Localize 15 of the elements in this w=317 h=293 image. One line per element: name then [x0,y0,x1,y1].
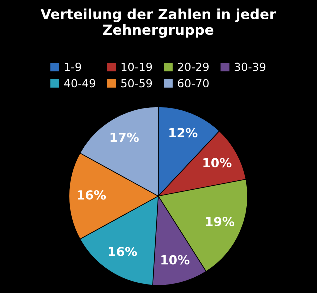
legend-label: 30-39 [234,62,266,72]
legend-label: 60-70 [178,79,209,88]
data-label: 12% [170,128,198,138]
data-label: 19% [206,217,235,227]
data-label: 10% [162,255,190,265]
legend-label: 20-29 [178,62,209,72]
legend-label: 10-19 [122,62,152,72]
legend-label: 1-9 [65,62,82,72]
legend-label: 40-49 [64,79,96,88]
chart-title: Verteilung der Zahlen in jeder Zehnergruppe [40,8,276,38]
data-label: 17% [110,132,139,142]
data-label: 16% [78,190,106,200]
data-label: 10% [204,158,232,168]
data-label: 16% [109,247,138,256]
legend-label: 50-59 [122,79,152,88]
